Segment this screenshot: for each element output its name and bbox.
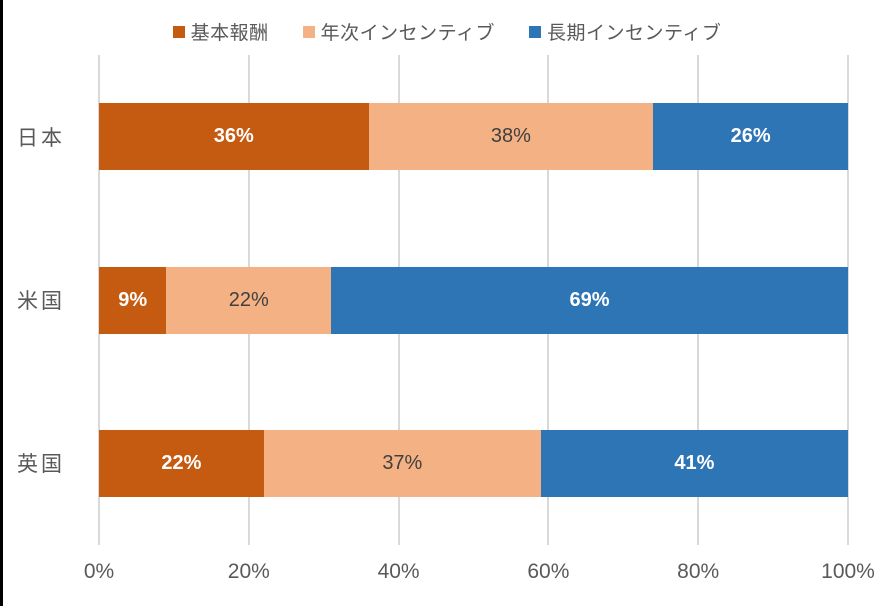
legend-label: 基本報酬 <box>190 23 269 44</box>
legend: 基本報酬 年次インセンティブ 長期インセンティブ <box>3 18 891 45</box>
gridline-100 <box>847 55 849 545</box>
bar-segment-2-1: 37% <box>263 429 541 497</box>
data-label: 22% <box>161 451 202 474</box>
bar-row-1: 9% 22% 69% <box>99 266 848 334</box>
bar-segment-0-0: 36% <box>99 103 369 171</box>
legend-item-1: 年次インセンティブ <box>302 18 495 45</box>
bar-segment-0-1: 38% <box>368 103 654 171</box>
data-label: 37% <box>382 451 423 474</box>
legend-swatch-icon <box>172 25 185 38</box>
x-tick-label-20: 20% <box>227 560 270 583</box>
x-tick-label-100: 100% <box>821 560 875 583</box>
legend-label: 長期インセンティブ <box>547 23 722 44</box>
legend-swatch-icon <box>529 25 541 38</box>
bar-segment-2-2: 41% <box>540 429 848 497</box>
category-label-0: 日本 <box>17 126 65 150</box>
data-label: 22% <box>228 288 269 311</box>
x-tick-label-40: 40% <box>377 560 420 583</box>
bar-row-0: 36% 38% 26% <box>99 103 848 171</box>
data-label: 9% <box>118 288 148 311</box>
bar-segment-0-2: 26% <box>653 103 848 171</box>
category-label-1: 米国 <box>17 290 65 313</box>
category-label-2: 英国 <box>17 453 65 477</box>
bar-segment-1-0: 9% <box>99 266 167 334</box>
bar-segment-1-1: 22% <box>166 266 332 334</box>
data-label: 69% <box>569 288 610 311</box>
data-label: 26% <box>730 125 771 148</box>
bar-row-2: 22% 37% 41% <box>99 429 848 497</box>
data-label: 41% <box>674 451 715 474</box>
bar-segment-2-0: 22% <box>99 429 264 497</box>
x-tick-label-80: 80% <box>677 560 720 583</box>
plot-area: 36% 38% 26% 9% 22% 69% 22% 37% 41% <box>98 55 849 545</box>
data-label: 38% <box>490 125 531 148</box>
x-tick-label-0: 0% <box>83 560 115 583</box>
x-tick-label-60: 60% <box>527 560 570 583</box>
legend-swatch-icon <box>302 25 315 38</box>
legend-item-0: 基本報酬 <box>172 18 269 45</box>
legend-label: 年次インセンティブ <box>320 23 495 44</box>
data-label: 36% <box>213 125 254 148</box>
bar-segment-1-2: 69% <box>331 266 848 334</box>
legend-item-2: 長期インセンティブ <box>529 18 721 45</box>
